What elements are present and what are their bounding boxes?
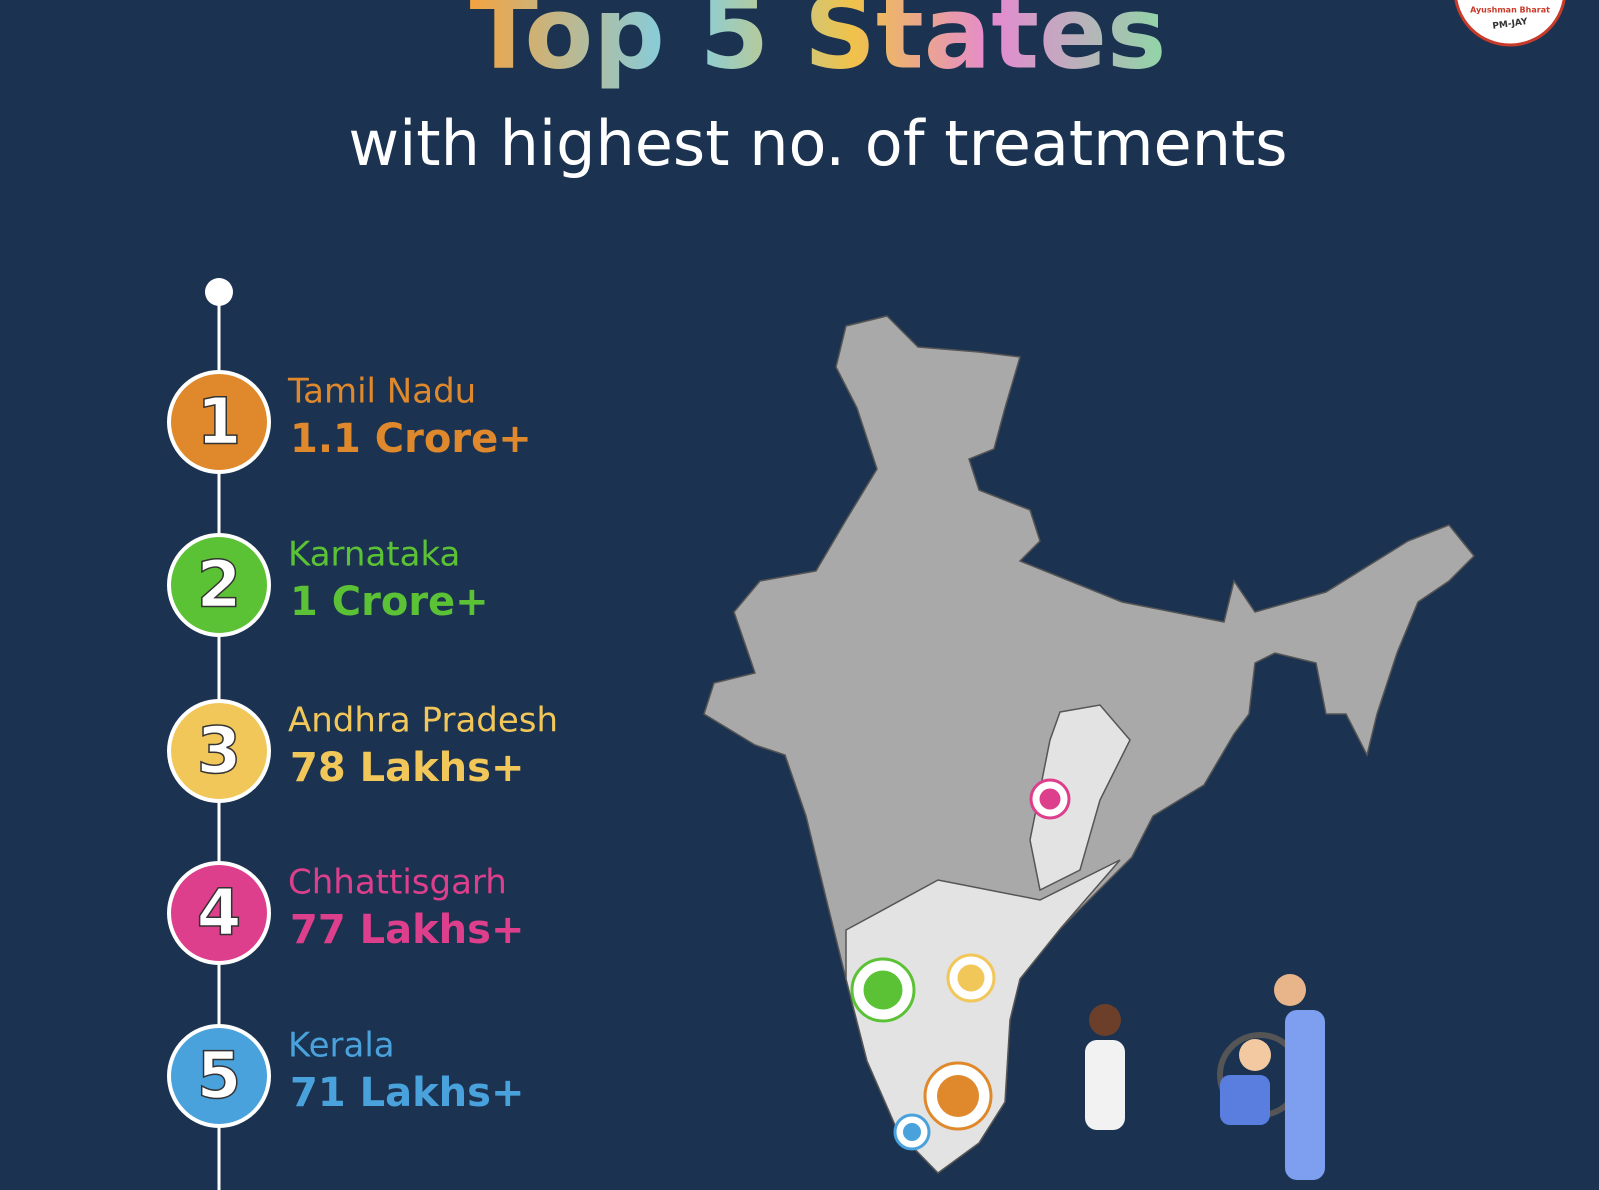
rank-number: 4 <box>197 877 242 951</box>
state-name: Karnataka <box>288 535 460 575</box>
map-marker <box>937 1075 979 1117</box>
state-name: Tamil Nadu <box>287 372 476 412</box>
rank-number: 1 <box>197 386 242 460</box>
logo-scheme: PM-JAY <box>1492 17 1529 32</box>
doctor <box>1085 1040 1125 1130</box>
state-name: Kerala <box>288 1026 395 1066</box>
timeline-start <box>205 278 233 306</box>
map <box>703 315 1476 1174</box>
state-name: Chhattisgarh <box>288 863 507 903</box>
rank-badge <box>167 370 271 474</box>
logo-badge <box>1454 0 1566 47</box>
rank-number: 3 <box>197 715 242 789</box>
treatment-count: 1 Crore+ <box>290 579 489 625</box>
doctor-head <box>1089 1004 1121 1036</box>
people-illustration <box>1085 974 1325 1180</box>
treatment-count: 78 Lakhs+ <box>290 745 524 791</box>
logo: Ayushman Bharat PM-JAY <box>1454 0 1566 47</box>
title: Top 5 States <box>470 0 1167 91</box>
patient-head <box>1239 1039 1271 1071</box>
state-name: Andhra Pradesh <box>288 701 558 741</box>
nurse-head <box>1274 974 1306 1006</box>
treatment-count: 1.1 Crore+ <box>290 416 532 462</box>
map-marker <box>1039 788 1061 810</box>
highlight-andhra-karnataka-tamil-kerala <box>845 859 1121 1174</box>
patient <box>1220 1075 1270 1125</box>
highlight-chhattisgarh <box>1029 704 1131 892</box>
rank-badge <box>167 699 271 803</box>
nurse <box>1285 1010 1325 1180</box>
treatment-count: 71 Lakhs+ <box>290 1070 524 1116</box>
subtitle: with highest no. of treatments <box>348 107 1287 180</box>
rank-badge <box>167 861 271 965</box>
rank-number: 5 <box>197 1040 242 1114</box>
rank-badge <box>167 1024 271 1128</box>
rank-number: 2 <box>197 549 242 623</box>
rank-badge <box>167 533 271 637</box>
logo-name: Ayushman Bharat <box>1470 6 1550 15</box>
map-marker <box>863 970 903 1010</box>
treatment-count: 77 Lakhs+ <box>290 907 524 953</box>
map-marker <box>957 964 985 992</box>
map-marker <box>903 1123 921 1141</box>
